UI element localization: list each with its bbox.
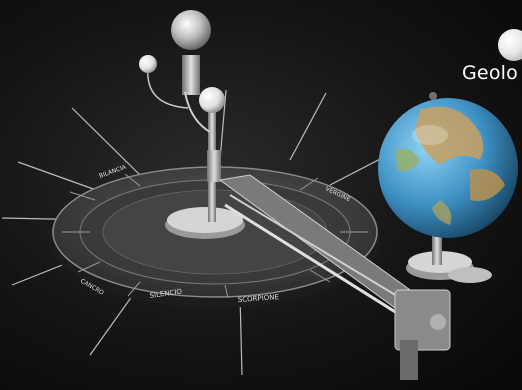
moon-arm: [147, 67, 189, 109]
earth-globe: [378, 92, 518, 238]
globe-stand: [406, 225, 492, 283]
sun-lamp: [171, 10, 211, 50]
moon-sphere: [139, 55, 157, 73]
caption-text: Geolo: [462, 62, 518, 84]
moon-sphere-top: [498, 29, 522, 61]
orbital-arm: [218, 174, 451, 380]
dial-label: BILANCIA: [98, 163, 128, 179]
dial-label: SCORPIONE: [238, 293, 280, 304]
center-pedestal: [165, 10, 245, 239]
moon-sphere-2: [199, 87, 225, 113]
